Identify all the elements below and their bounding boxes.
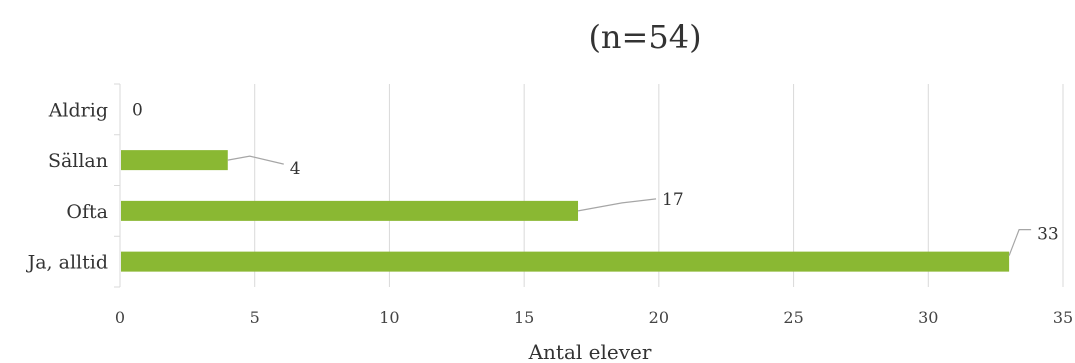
x-tick-label: 5 — [250, 308, 260, 327]
chart-title: (n=54) — [588, 18, 701, 56]
data-labels: 0 4 17 33 — [132, 100, 1059, 244]
leader-lines — [227, 155, 1032, 256]
category-label: Ofta — [66, 201, 108, 223]
category-label: Sällan — [48, 150, 108, 172]
x-tick-label: 20 — [649, 308, 669, 327]
x-tick-label: 15 — [514, 308, 534, 327]
data-label: 4 — [290, 159, 301, 179]
gridlines — [254, 84, 1064, 287]
bars — [121, 150, 1010, 272]
category-label: Aldrig — [48, 99, 108, 121]
bar-s-llan — [121, 150, 228, 171]
leader-line — [1008, 229, 1032, 256]
leader-line — [577, 198, 657, 212]
x-tick-label: 10 — [379, 308, 399, 327]
data-label: 17 — [662, 190, 684, 210]
x-tick-labels: 0 5 10 15 20 25 30 35 — [115, 308, 1073, 327]
category-labels: Aldrig Sällan Ofta Ja, alltid — [26, 99, 108, 273]
x-tick-label: 30 — [918, 308, 938, 327]
data-label: 33 — [1037, 225, 1059, 245]
category-label: Ja, alltid — [26, 252, 108, 274]
x-tick-label: 0 — [115, 308, 125, 327]
x-tick-label: 25 — [783, 308, 803, 327]
x-tick-label: 35 — [1053, 308, 1073, 327]
x-axis-title: Antal elever — [528, 340, 652, 363]
bar-ja-alltid — [121, 251, 1010, 272]
bar-ofta — [121, 200, 579, 221]
y-axis — [114, 83, 121, 288]
data-label: 0 — [132, 100, 143, 120]
leader-line — [227, 155, 284, 165]
